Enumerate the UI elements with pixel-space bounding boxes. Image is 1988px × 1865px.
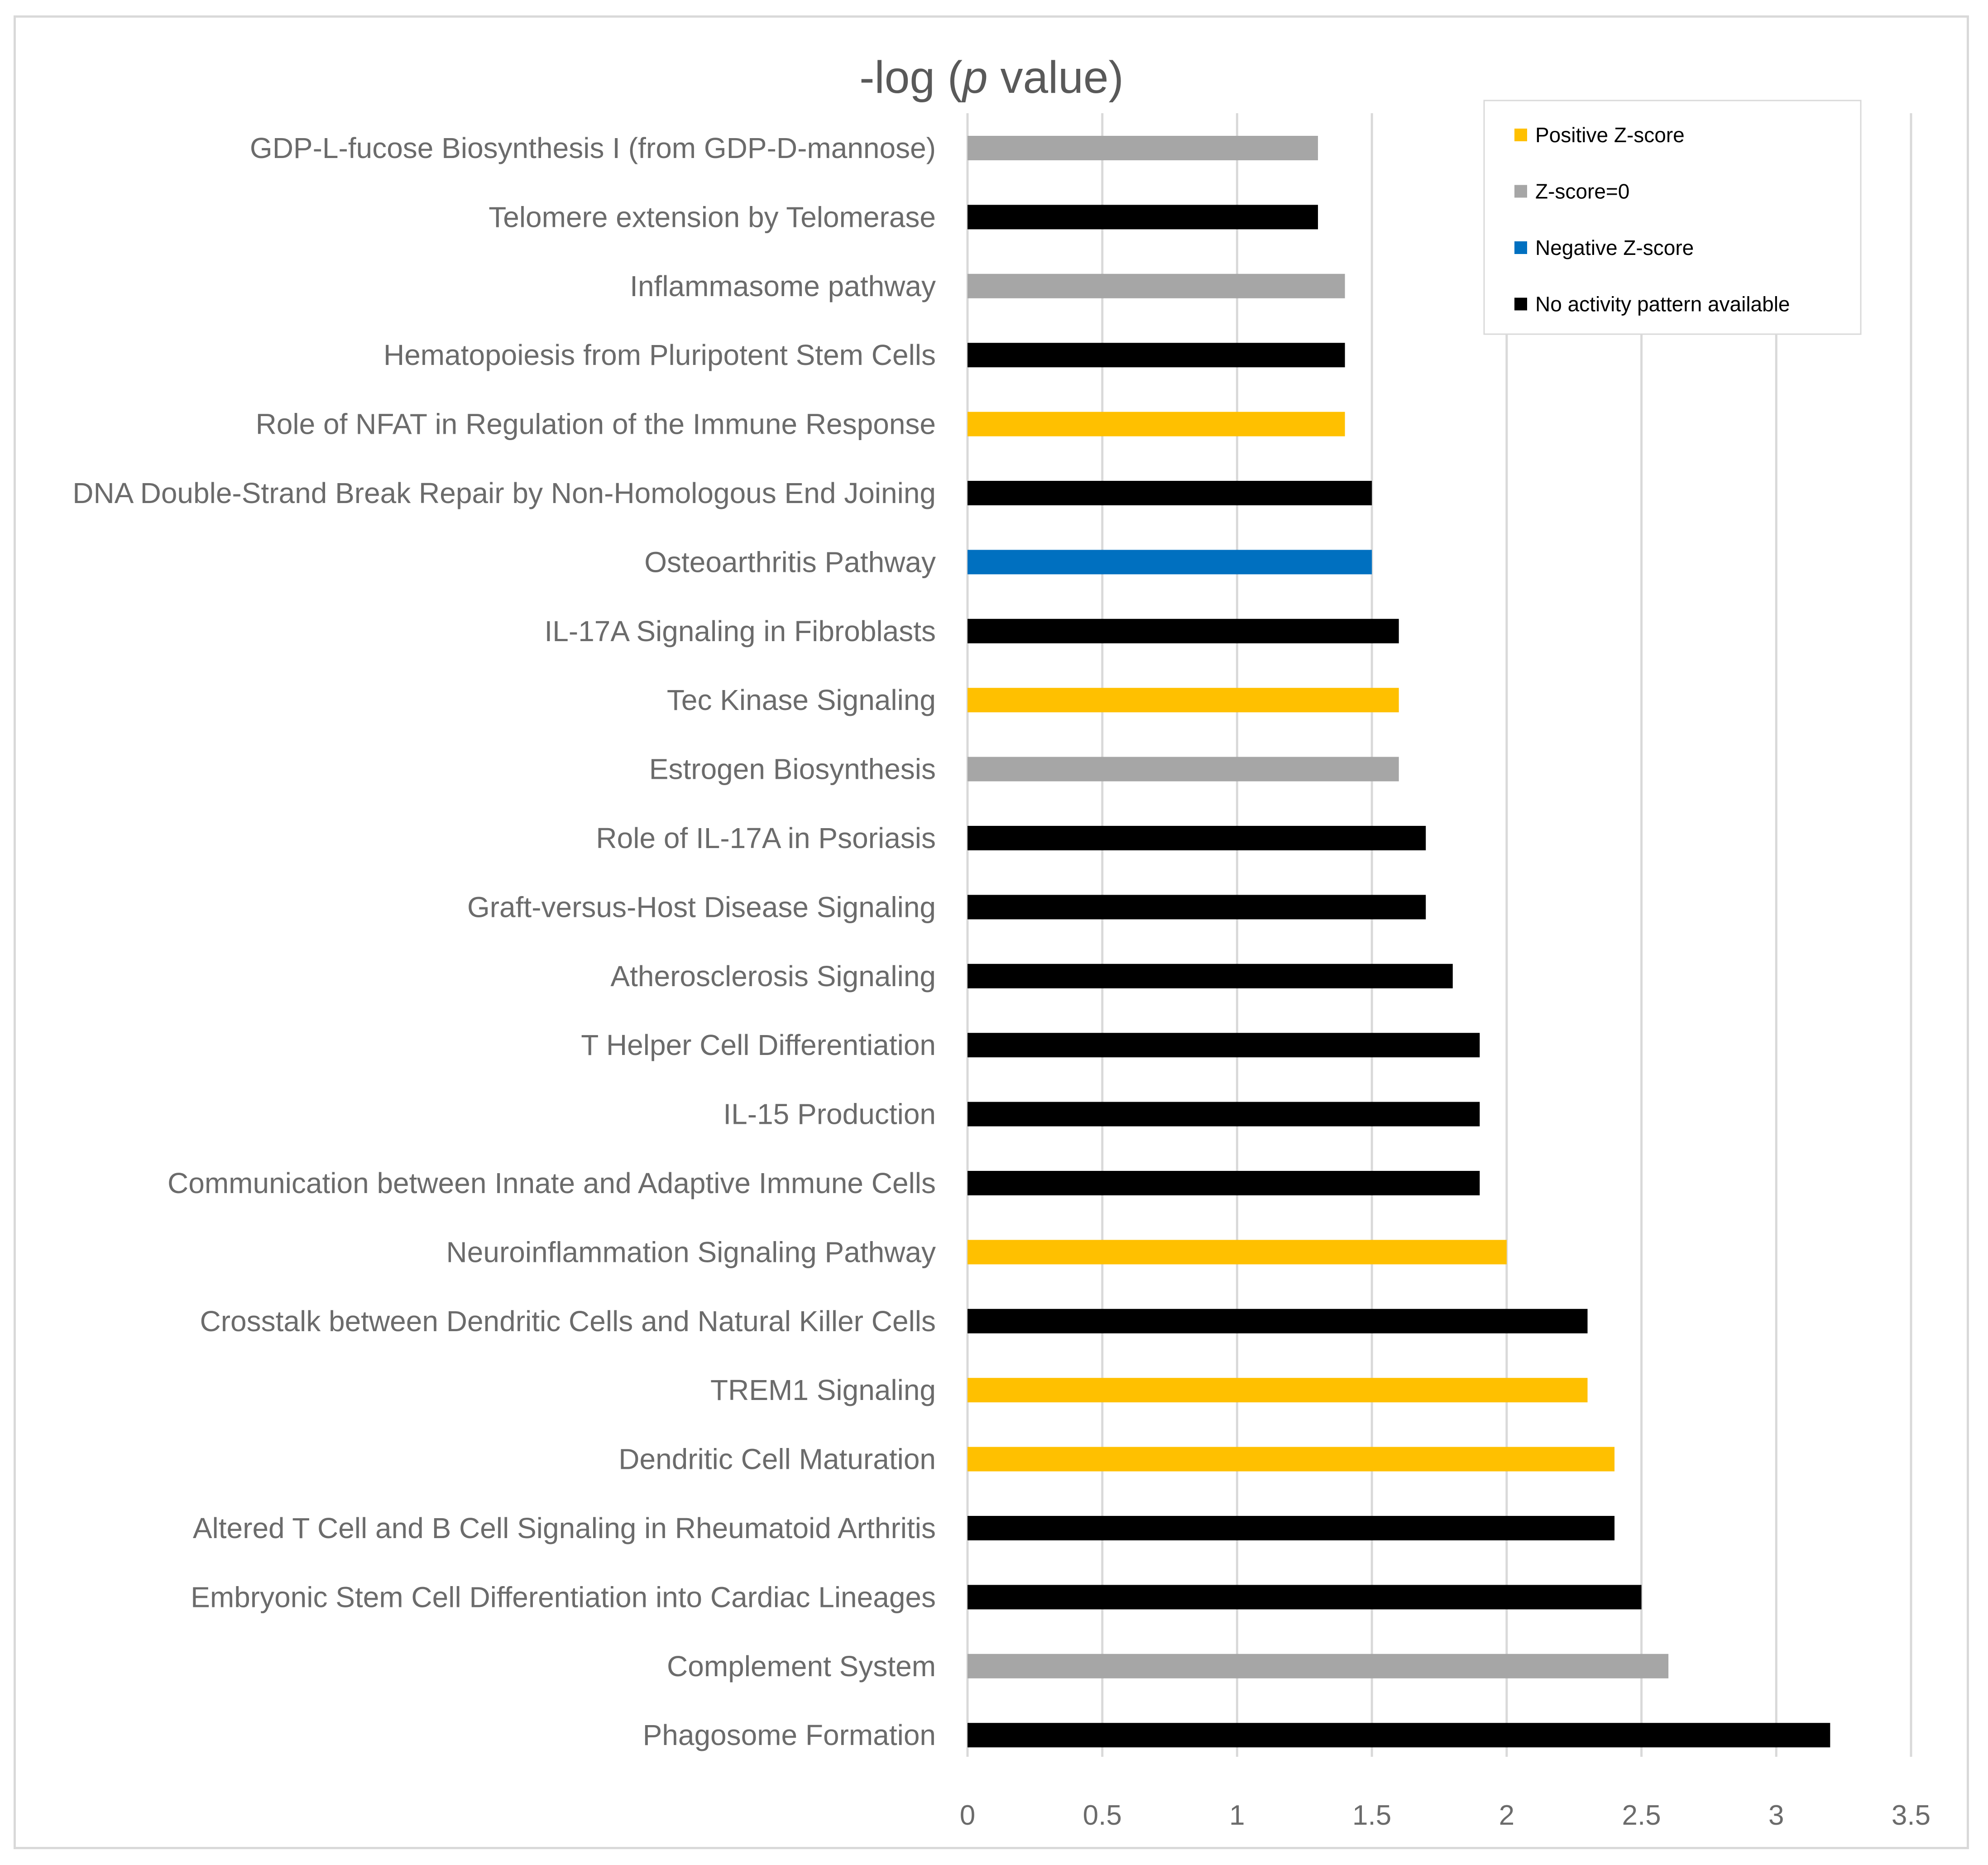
- bar: [968, 1378, 1588, 1403]
- category-labels: GDP-L-fucose Biosynthesis I (from GDP-D-…: [72, 132, 936, 1751]
- category-label: DNA Double-Strand Break Repair by Non-Ho…: [72, 477, 936, 509]
- bar: [968, 136, 1318, 160]
- category-label: Complement System: [667, 1650, 936, 1683]
- legend-swatch: [1514, 297, 1527, 311]
- bar: [968, 1309, 1588, 1333]
- x-tick-label: 2.5: [1622, 1800, 1661, 1831]
- category-label: Telomere extension by Telomerase: [489, 201, 936, 233]
- x-tick-label: 1.5: [1352, 1800, 1391, 1831]
- x-tick-label: 0.5: [1083, 1800, 1122, 1831]
- bar: [968, 1240, 1507, 1265]
- bar: [968, 1171, 1480, 1195]
- bar: [968, 618, 1399, 643]
- bars: [968, 136, 1830, 1748]
- bar: [968, 826, 1426, 850]
- bar: [968, 205, 1318, 230]
- category-label: Tec Kinase Signaling: [667, 684, 936, 716]
- bar: [968, 1033, 1480, 1058]
- category-label: Neuroinflammation Signaling Pathway: [446, 1236, 936, 1268]
- legend-label: No activity pattern available: [1535, 292, 1790, 316]
- chart-title: -log (p value): [859, 52, 1124, 103]
- category-label: IL-15 Production: [723, 1098, 936, 1131]
- x-tick-label: 0: [960, 1800, 975, 1831]
- gridlines: [966, 113, 1912, 1757]
- bar: [968, 1723, 1830, 1748]
- category-label: Estrogen Biosynthesis: [649, 753, 936, 786]
- category-label: Dendritic Cell Maturation: [618, 1443, 936, 1476]
- legend-label: Z-score=0: [1535, 180, 1629, 203]
- legend: Positive Z-score Z-score=0 Negative Z-scor…: [1483, 100, 1862, 335]
- legend-swatch: [1514, 241, 1527, 254]
- category-label: Osteoarthritis Pathway: [644, 546, 936, 578]
- bar: [968, 273, 1345, 298]
- category-label: Role of IL-17A in Psoriasis: [596, 822, 936, 854]
- legend-box: [1483, 100, 1862, 335]
- x-tick-label: 1: [1229, 1800, 1245, 1831]
- x-tick-labels: 0 0.5 1 1.5 2 2.5 3 3.5: [960, 1800, 1931, 1831]
- category-label: IL-17A Signaling in Fibroblasts: [545, 615, 936, 647]
- bar: [968, 688, 1399, 713]
- category-label: Communication between Innate and Adaptiv…: [168, 1167, 936, 1199]
- bar: [968, 964, 1453, 988]
- bar: [968, 412, 1345, 436]
- category-label: GDP-L-fucose Biosynthesis I (from GDP-D-…: [250, 132, 936, 164]
- bar: [968, 1516, 1615, 1540]
- x-tick-label: 2: [1499, 1800, 1514, 1831]
- bar: [968, 550, 1372, 575]
- category-label: Role of NFAT in Regulation of the Immune…: [256, 408, 936, 441]
- category-label: TREM1 Signaling: [710, 1374, 936, 1406]
- bar: [968, 1585, 1642, 1610]
- legend-swatch: [1514, 129, 1527, 141]
- category-label: Atherosclerosis Signaling: [610, 960, 936, 992]
- x-tick-label: 3: [1768, 1800, 1784, 1831]
- category-label: Altered T Cell and B Cell Signaling in R…: [193, 1512, 936, 1544]
- bar: [968, 1102, 1480, 1127]
- legend-label: Positive Z-score: [1535, 123, 1685, 147]
- bar: [968, 343, 1345, 368]
- legend-swatch: [1514, 185, 1527, 198]
- bar: [968, 481, 1372, 505]
- category-label: Phagosome Formation: [643, 1719, 936, 1751]
- bar: [968, 1447, 1615, 1472]
- category-label: Embryonic Stem Cell Differentiation into…: [191, 1581, 936, 1613]
- category-label: Inflammasome pathway: [630, 270, 936, 302]
- category-label: Graft-versus-Host Disease Signaling: [467, 891, 936, 923]
- bar: [968, 895, 1426, 920]
- category-label: Hematopoiesis from Pluripotent Stem Cell…: [383, 339, 936, 371]
- x-tick-label: 3.5: [1892, 1800, 1931, 1831]
- bar: [968, 1654, 1669, 1678]
- category-label: Crosstalk between Dendritic Cells and Na…: [200, 1305, 936, 1338]
- bar: [968, 757, 1399, 781]
- legend-label: Negative Z-score: [1535, 236, 1694, 259]
- category-label: T Helper Cell Differentiation: [581, 1029, 936, 1061]
